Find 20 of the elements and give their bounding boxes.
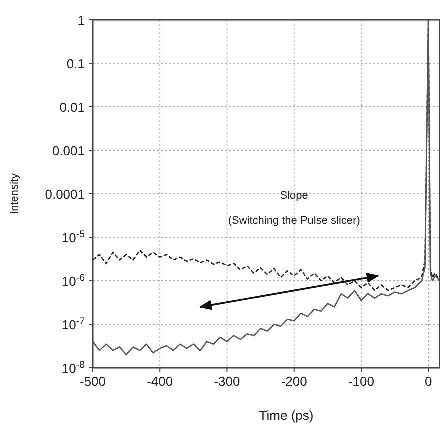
x-tick-label: -300 [214, 374, 240, 389]
annotation: Slope [280, 190, 308, 202]
x-tick-label: -400 [147, 374, 174, 389]
y-tick-label: 0.0001 [45, 187, 85, 202]
y-tick-label: 0.001 [52, 144, 85, 158]
x-tick-label: -200 [281, 374, 308, 389]
y-tick-label: 0.01 [60, 100, 85, 115]
y-tick-label: 10$^{-7}$ [62, 316, 85, 332]
y-axis-title: Intensity [9, 173, 21, 214]
y-tick-label: 10$^{-6}$ [62, 272, 85, 289]
x-axis-title: Time (ps) [259, 408, 314, 423]
x-tick-label: 0 [424, 374, 432, 389]
y-tick-label: 10$^{-5}$ [62, 229, 86, 246]
y-tick-label: 1 [78, 13, 85, 28]
line-series [93, 19, 440, 356]
annotation: (Switching the Pulse slicer) [228, 215, 360, 227]
y-tick-label: 0.1 [66, 56, 85, 72]
x-tick-label: -500 [80, 374, 106, 389]
x-tick-label: -100 [348, 374, 374, 389]
y-tick-label: 10$^{-8}$ [62, 360, 85, 376]
